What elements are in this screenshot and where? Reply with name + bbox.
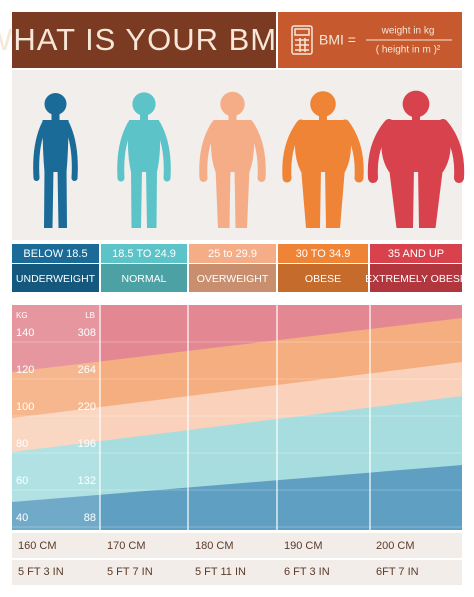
category-label: OVERWEIGHT [197, 273, 269, 285]
legs [301, 168, 345, 228]
height-ft: 5 FT 7 IN [107, 566, 153, 578]
neck [412, 112, 420, 120]
lb-value: 264 [78, 364, 96, 376]
kg-value: 120 [16, 364, 34, 376]
legs [215, 168, 250, 228]
torso [127, 120, 161, 172]
title-band [12, 12, 276, 68]
head [132, 92, 156, 116]
height-ft: 5 FT 11 IN [195, 566, 246, 578]
kg-label: KG [16, 311, 28, 320]
left-arm [282, 119, 306, 183]
range-label: 25 to 29.9 [208, 248, 257, 260]
left-arm [367, 119, 394, 183]
neck [140, 112, 148, 120]
body-figure [282, 91, 364, 228]
category-label: OBESE [305, 273, 341, 285]
left-arm [33, 121, 48, 181]
height-cm: 170 CM [107, 540, 146, 552]
category-label: UNDERWEIGHT [16, 273, 96, 285]
right-arm [63, 121, 78, 181]
left-arm [199, 120, 220, 182]
range-cell [189, 244, 276, 263]
range-label: 18.5 TO 24.9 [112, 248, 176, 260]
legs [131, 168, 157, 228]
range-label: BELOW 18.5 [23, 248, 87, 260]
right-arm [153, 120, 171, 182]
range-cell [12, 244, 99, 263]
category-cell [101, 264, 187, 292]
lb-value: 196 [78, 438, 96, 450]
formula-numerator: weight in kg [381, 26, 435, 37]
legs [44, 168, 67, 228]
body-figure [367, 90, 465, 228]
head [44, 93, 67, 115]
lb-label: LB [85, 311, 95, 320]
kg-value: 60 [16, 475, 28, 487]
lb-value: 132 [78, 475, 96, 487]
category-cell [278, 264, 368, 292]
kg-value: 80 [16, 438, 28, 450]
height-cm: 180 CM [195, 540, 234, 552]
category-cell [12, 264, 99, 292]
left-arm [117, 120, 135, 182]
height-ft: 5 FT 3 IN [18, 566, 64, 578]
category-label: NORMAL [122, 273, 167, 285]
right-arm [340, 119, 364, 183]
range-cell [278, 244, 368, 263]
body-figure [199, 91, 266, 228]
height-cm: 200 CM [376, 540, 415, 552]
head [402, 90, 430, 118]
range-cell [101, 244, 187, 263]
height-cm: 160 CM [18, 540, 57, 552]
torso [294, 120, 352, 172]
neck [228, 112, 237, 120]
title: WHAT IS YOUR BMI? [0, 22, 305, 57]
kg-value: 140 [16, 327, 34, 339]
lb-value: 220 [78, 401, 96, 413]
range-label: 35 AND UP [388, 248, 444, 260]
category-cell [189, 264, 276, 292]
torso [42, 120, 69, 172]
kg-value: 40 [16, 512, 28, 524]
height-cm: 190 CM [284, 540, 323, 552]
torso [381, 120, 451, 172]
right-arm [438, 119, 465, 183]
lb-value: 88 [84, 512, 96, 524]
neck [51, 112, 60, 120]
formula-denominator: ( height in m )² [376, 45, 441, 56]
calculator-icon [291, 25, 313, 55]
height-ft: 6 FT 3 IN [284, 566, 330, 578]
height-ft: 6FT 7 IN [376, 566, 419, 578]
head [220, 91, 245, 117]
torso [210, 120, 255, 172]
category-cell [370, 264, 462, 292]
body-figure [117, 92, 171, 228]
range-label: 30 TO 34.9 [296, 248, 351, 260]
neck [319, 112, 327, 120]
legs [389, 168, 443, 228]
head [310, 91, 336, 117]
right-arm [245, 120, 266, 182]
formula-label: BMI = [319, 32, 356, 48]
category-label: EXTREMELY OBESE [365, 273, 467, 285]
weight-chart [12, 305, 462, 530]
lb-value: 308 [78, 327, 96, 339]
range-cell [370, 244, 462, 263]
kg-value: 100 [16, 401, 34, 413]
body-figure [33, 93, 78, 228]
